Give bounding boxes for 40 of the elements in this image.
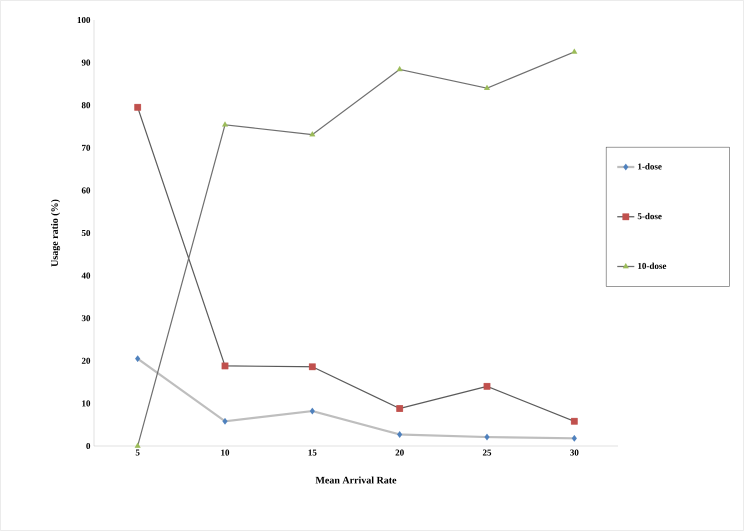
y-tick-label: 70 [82,144,90,151]
point [308,363,316,370]
point [135,355,140,362]
legend-label: 1-dose [638,163,662,170]
point [310,408,315,414]
point [396,66,403,72]
y-tick-label: 60 [82,187,90,194]
point [571,48,578,54]
y-tick-label: 30 [82,315,90,322]
y-tick-label: 0 [86,442,90,450]
point [309,131,316,136]
point [134,442,141,448]
y-tick-label: 100 [78,16,90,24]
legend-label: 5-dose [638,212,662,220]
point [484,434,490,440]
point [570,418,578,425]
legend-label: 10-dose [638,262,666,269]
point [484,84,490,90]
point [222,121,228,127]
y-tick-label: 10 [82,400,90,406]
x-tick-label: 10 [221,450,230,456]
point [222,418,228,425]
x-tick-label: 25 [482,450,492,456]
y-tick-label: 90 [82,60,90,66]
x-axis-title: Mean Arrival Rate [316,476,396,484]
x-tick-label: 5 [136,450,140,456]
y-tick-label: 80 [82,102,90,108]
x-tick-label: 20 [396,450,404,456]
x-tick-label: 30 [570,450,578,456]
point [222,362,228,370]
y-tick-label: 20 [82,358,90,364]
y-tick-label: 50 [82,230,90,236]
y-axis-title: Usage ratio (%) [50,200,60,267]
point [134,104,142,111]
y-tick-label: 40 [82,272,90,279]
point [572,434,577,442]
point [484,382,490,390]
x-tick-label: 15 [308,450,317,456]
point [397,431,402,438]
point [396,405,404,412]
